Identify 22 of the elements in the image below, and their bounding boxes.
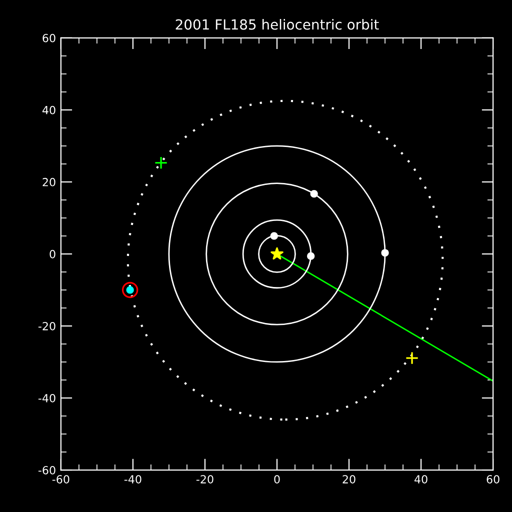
- point: [405, 351, 419, 365]
- y-tick-label: -20: [38, 322, 56, 330]
- x-tick-label: 40: [414, 475, 428, 484]
- y-tick-label: 0: [50, 250, 56, 258]
- y-tick-label: -40: [38, 394, 56, 402]
- point: [310, 190, 318, 198]
- point: [307, 252, 315, 260]
- x-tick-label: 60: [486, 475, 500, 484]
- y-tick-label: 20: [42, 178, 56, 186]
- x-tick-label: -40: [124, 475, 142, 484]
- y-tick-label: -60: [38, 466, 56, 474]
- y-tick-label: 40: [42, 106, 56, 114]
- y-tick-label: 60: [42, 34, 56, 42]
- point: [122, 282, 138, 298]
- chart-title: 2001 FL185 heliocentric orbit: [176, 19, 379, 30]
- point: [381, 249, 389, 257]
- x-tick-label: 20: [342, 475, 356, 484]
- x-tick-label: -20: [196, 475, 214, 484]
- x-tick-label: -60: [52, 475, 70, 484]
- point: [270, 232, 278, 240]
- x-tick-label: 0: [274, 475, 280, 484]
- point: [154, 156, 168, 170]
